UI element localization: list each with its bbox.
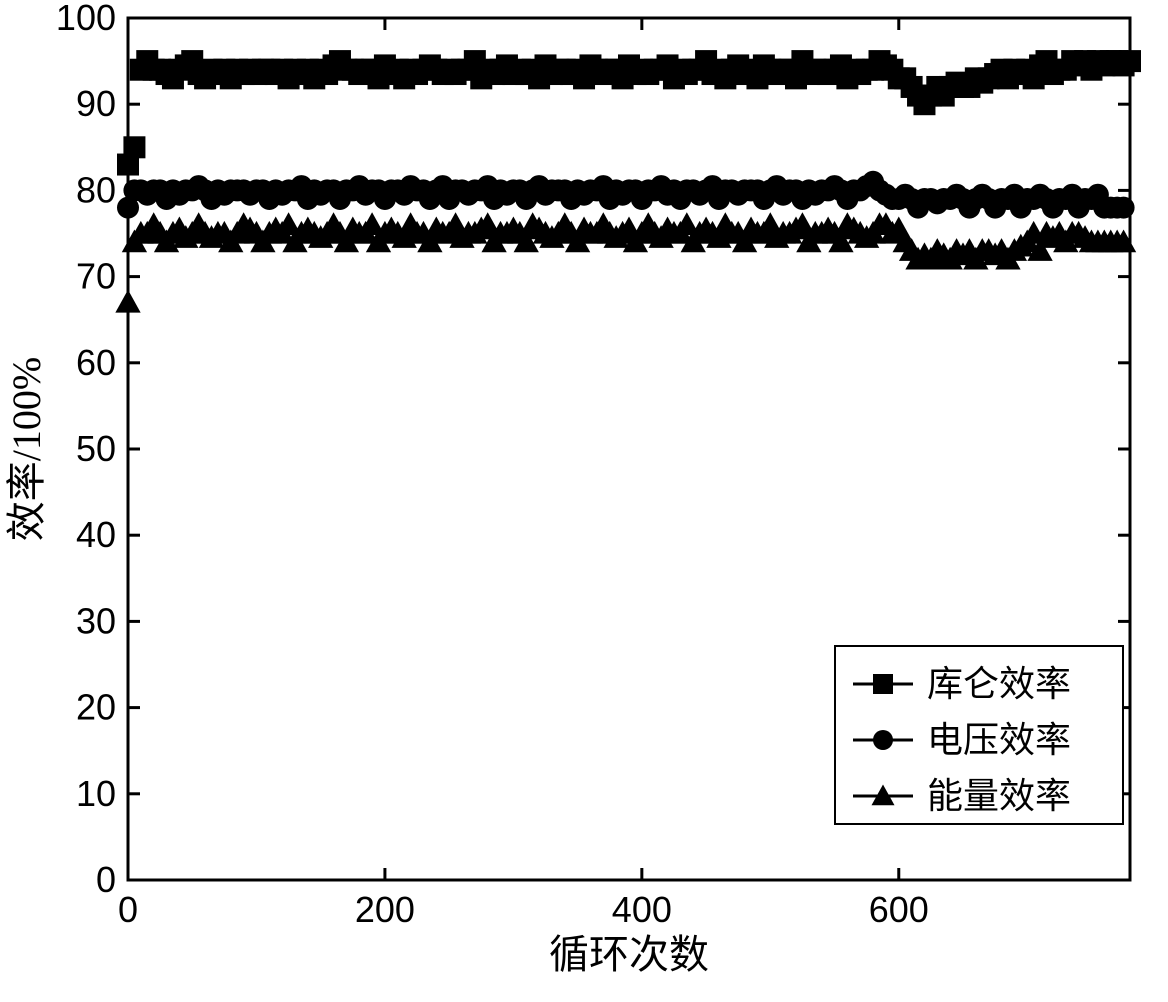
svg-text:90: 90 xyxy=(76,83,116,124)
series-energy xyxy=(115,212,1136,312)
svg-text:200: 200 xyxy=(355,889,415,930)
legend: 库仑效率电压效率能量效率 xyxy=(835,646,1123,824)
svg-text:70: 70 xyxy=(76,256,116,297)
series-voltage xyxy=(117,171,1135,219)
svg-text:400: 400 xyxy=(612,889,672,930)
svg-text:80: 80 xyxy=(76,169,116,210)
svg-text:600: 600 xyxy=(869,889,929,930)
svg-text:100: 100 xyxy=(56,0,116,38)
y-axis-label: 效率/100% xyxy=(4,357,49,541)
svg-text:0: 0 xyxy=(96,859,116,900)
svg-text:40: 40 xyxy=(76,514,116,555)
svg-text:10: 10 xyxy=(76,773,116,814)
svg-text:0: 0 xyxy=(118,889,138,930)
x-axis-label: 循环次数 xyxy=(549,932,709,977)
series-coulombic xyxy=(117,50,1141,175)
svg-text:30: 30 xyxy=(76,600,116,641)
svg-text:20: 20 xyxy=(76,687,116,728)
chart-svg: 0 200 400 600 0 10 20 30 40 50 60 70 80 90 100 循环次数 效率/1… xyxy=(0,0,1168,1002)
svg-text:60: 60 xyxy=(76,342,116,383)
svg-text:50: 50 xyxy=(76,428,116,469)
legend-label: 电压效率 xyxy=(927,720,1071,760)
legend-label: 能量效率 xyxy=(927,776,1071,816)
efficiency-chart: 0 200 400 600 0 10 20 30 40 50 60 70 80 90 100 循环次数 效率/1… xyxy=(0,0,1168,1002)
legend-label: 库仑效率 xyxy=(927,664,1071,704)
